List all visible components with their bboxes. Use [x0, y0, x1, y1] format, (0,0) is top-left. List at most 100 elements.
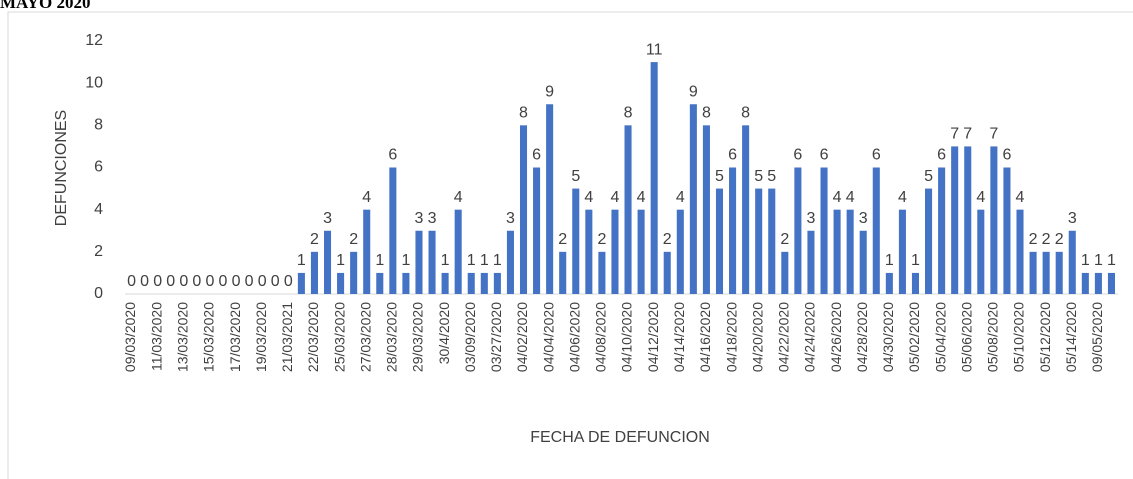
x-tick-label: 30/4/2020 — [436, 302, 452, 364]
x-tick-label: 04/30/2020 — [880, 302, 896, 372]
bar — [376, 272, 384, 294]
x-tick-label: 04/14/2020 — [671, 302, 687, 372]
bar — [1016, 209, 1024, 294]
data-label: 1 — [493, 252, 502, 269]
data-label: 0 — [179, 273, 188, 290]
bar — [310, 251, 318, 294]
data-label: 8 — [741, 105, 750, 122]
x-tick-label: 05/12/2020 — [1037, 302, 1053, 372]
x-tick-label: 25/03/2020 — [331, 302, 347, 372]
data-label: 0 — [258, 273, 267, 290]
x-tick-label: 05/02/2020 — [906, 302, 922, 372]
y-tick-label: 2 — [94, 243, 103, 260]
bar — [559, 251, 567, 294]
x-tick-label: 05/06/2020 — [958, 302, 974, 372]
bar — [402, 272, 410, 294]
y-tick-label: 12 — [85, 32, 103, 49]
x-tick-label: 04/06/2020 — [566, 302, 582, 372]
data-label: 2 — [558, 231, 567, 248]
data-label: 9 — [545, 83, 554, 100]
data-label: 3 — [807, 210, 816, 227]
data-label: 2 — [597, 231, 606, 248]
bar — [742, 125, 750, 294]
data-label: 5 — [924, 168, 933, 185]
y-tick-label: 10 — [85, 74, 103, 91]
x-tick-label: 13/03/2020 — [174, 302, 190, 372]
data-label: 1 — [480, 252, 489, 269]
data-label: 0 — [284, 273, 293, 290]
data-label: 1 — [336, 252, 345, 269]
bar — [1029, 251, 1037, 294]
bar — [1107, 272, 1115, 294]
bar — [820, 167, 828, 294]
data-label: 0 — [192, 273, 201, 290]
bar — [598, 251, 606, 294]
x-tick-label: 05/08/2020 — [985, 302, 1001, 372]
data-label: 2 — [1042, 231, 1051, 248]
data-label: 6 — [1002, 147, 1011, 164]
data-label: 1 — [1107, 252, 1116, 269]
x-tick-label: 04/04/2020 — [540, 302, 556, 372]
data-label: 2 — [349, 231, 358, 248]
data-label: 3 — [506, 210, 515, 227]
x-tick-label: 04/08/2020 — [593, 302, 609, 372]
bar — [546, 104, 554, 294]
bar — [898, 209, 906, 294]
x-tick-label: 15/03/2020 — [201, 302, 217, 372]
bar — [337, 272, 345, 294]
data-label: 3 — [1068, 210, 1077, 227]
bar — [637, 209, 645, 294]
x-tick-label: 05/14/2020 — [1063, 302, 1079, 372]
data-label: 4 — [637, 189, 646, 206]
x-tick-label: 05/10/2020 — [1011, 302, 1027, 372]
bar — [297, 272, 305, 294]
bar — [807, 230, 815, 294]
y-tick-label: 8 — [94, 117, 103, 134]
data-label: 1 — [467, 252, 476, 269]
data-label: 2 — [663, 231, 672, 248]
data-label: 4 — [454, 189, 463, 206]
x-tick-label: 17/03/2020 — [227, 302, 243, 372]
data-label: 2 — [1055, 231, 1064, 248]
data-label: 6 — [872, 147, 881, 164]
data-label: 0 — [140, 273, 149, 290]
bar — [872, 167, 880, 294]
x-axis-title: FECHA DE DEFUNCION — [530, 429, 710, 446]
data-label: 1 — [297, 252, 306, 269]
data-label: 3 — [859, 210, 868, 227]
data-label: 4 — [1016, 189, 1025, 206]
data-label: 6 — [532, 147, 541, 164]
data-label: 4 — [846, 189, 855, 206]
x-tick-label: 05/04/2020 — [932, 302, 948, 372]
data-label: 3 — [415, 210, 424, 227]
bar — [911, 272, 920, 294]
bar — [846, 209, 854, 294]
data-label: 3 — [323, 210, 332, 227]
x-tick-label: 19/03/2020 — [253, 302, 269, 372]
data-label: 4 — [362, 189, 371, 206]
x-tick-label: 09/05/2020 — [1089, 302, 1105, 372]
data-label: 1 — [1094, 252, 1103, 269]
data-label: 4 — [976, 189, 985, 206]
x-tick-label: 04/28/2020 — [854, 302, 870, 372]
data-label: 2 — [310, 231, 319, 248]
bar — [755, 188, 763, 294]
data-label: 5 — [571, 168, 580, 185]
chart-frame — [7, 11, 1133, 479]
bar — [781, 251, 789, 294]
data-label: 1 — [441, 252, 450, 269]
data-label: 0 — [271, 273, 280, 290]
bar — [833, 209, 841, 294]
bar — [689, 104, 697, 294]
x-tick-label: 04/22/2020 — [776, 302, 792, 372]
x-tick-label: 03/09/2020 — [462, 302, 478, 372]
bar — [323, 230, 332, 294]
data-label: 6 — [388, 147, 397, 164]
bar — [611, 209, 619, 294]
x-tick-label: 04/24/2020 — [802, 302, 818, 372]
data-label: 5 — [767, 168, 776, 185]
bar — [1094, 272, 1102, 294]
x-tick-label: 04/02/2020 — [514, 302, 530, 372]
bar — [350, 251, 358, 294]
